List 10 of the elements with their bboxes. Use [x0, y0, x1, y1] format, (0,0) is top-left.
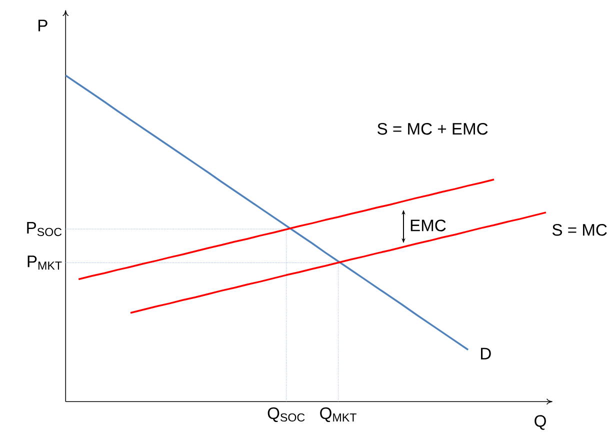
ref-line-label: P$_{SOC}$ [27, 222, 62, 236]
text: S = MC + EMC [378, 123, 488, 135]
x-tick-label: Q$_{MKT}$ [320, 407, 356, 422]
series-label: D [481, 348, 491, 360]
x-tick-label: Q$_{SOC}$ [268, 407, 305, 422]
ref-line-label: P$_{MKT}$ [28, 256, 62, 270]
annotation: EMC [410, 220, 446, 232]
y-axis-title: P [38, 20, 48, 32]
x-axis-title: Q [534, 415, 546, 430]
series-label: S = MC [552, 224, 607, 236]
